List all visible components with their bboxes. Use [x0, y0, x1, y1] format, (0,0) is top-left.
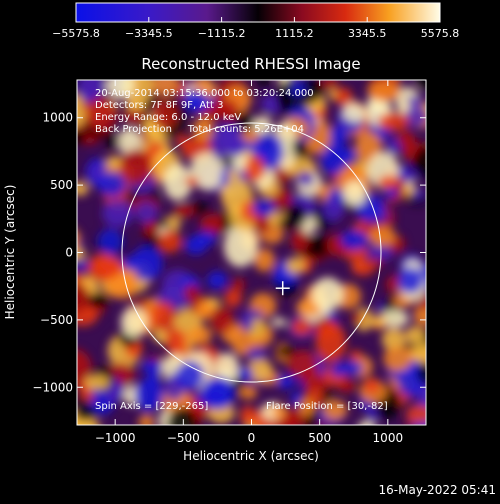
flare-position-marker: [275, 281, 290, 296]
y-tick-label: 500: [50, 178, 73, 192]
footer-timestamp: 16-May-2022 05:41: [379, 483, 496, 497]
x-tick-label: −1000: [95, 431, 136, 445]
x-tick-label: −500: [167, 431, 200, 445]
y-axis-label: Heliocentric Y (arcsec): [3, 185, 17, 320]
solar-disk-circle: [121, 122, 382, 383]
chart-title: Reconstructed RHESSI Image: [141, 55, 360, 73]
flare-position-label: Flare Position = [30,-82]: [266, 401, 388, 412]
axis-ticks: −1000 −500 0 500 1000 −1000 −500 0 500 1000: [32, 80, 426, 445]
x-axis-label: Heliocentric X (arcsec): [183, 449, 319, 463]
colorbar-ticks: −5575.8 −3345.5 −1115.2 1115.2 3345.5 5575.8: [52, 17, 459, 40]
colorbar-tick-label: −5575.8: [52, 27, 100, 40]
colorbar-tick-label: −1115.2: [198, 27, 246, 40]
colorbar: [75, 2, 441, 23]
info-line-energy: Energy Range: 6.0 - 12.0 keV: [95, 112, 241, 123]
info-line-method: Back Projection Total counts: 5.26E+04: [95, 124, 304, 135]
y-tick-label: −1000: [32, 380, 73, 394]
colorbar-tick-label: 3345.5: [348, 27, 387, 40]
x-tick-label: 0: [248, 431, 256, 445]
info-line-time: 20-Aug-2014 03:15:36.000 to 03:20:24.000: [95, 88, 314, 99]
colorbar-tick-label: −3345.5: [125, 27, 173, 40]
y-tick-label: 0: [65, 246, 73, 260]
info-line-detectors: Detectors: 7F 8F 9F, Att 3: [95, 100, 223, 111]
x-tick-label: 1000: [373, 431, 404, 445]
y-tick-label: 1000: [42, 111, 73, 125]
colorbar-tick-label: 5575.8: [421, 27, 460, 40]
colorbar-tick-label: 1115.2: [275, 27, 314, 40]
x-tick-label: 500: [308, 431, 331, 445]
spin-axis-label: Spin Axis = [229,-265]: [95, 401, 208, 412]
y-tick-label: −500: [40, 313, 73, 327]
heatmap: [77, 80, 426, 425]
